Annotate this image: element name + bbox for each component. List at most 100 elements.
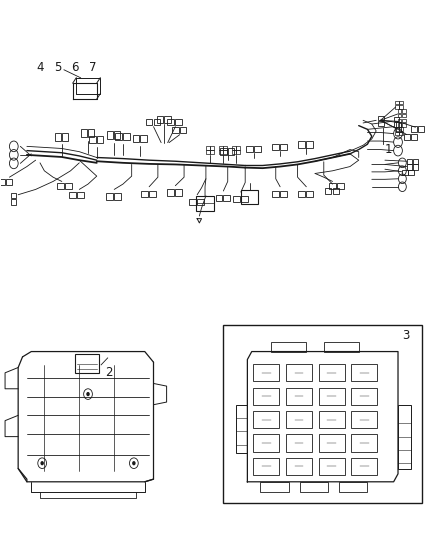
Bar <box>141 135 147 142</box>
Bar <box>153 118 160 125</box>
Bar <box>398 119 401 122</box>
Bar <box>394 117 399 122</box>
Bar <box>395 101 399 104</box>
Bar <box>395 132 399 135</box>
Bar <box>254 146 261 152</box>
Bar <box>81 129 87 138</box>
Bar <box>272 143 279 150</box>
Bar <box>339 482 367 492</box>
Bar <box>286 434 312 451</box>
Bar <box>219 146 223 150</box>
Bar <box>286 458 312 475</box>
Bar <box>123 133 130 140</box>
Bar <box>57 183 64 189</box>
Circle shape <box>86 392 90 396</box>
Bar <box>0 179 5 185</box>
Bar <box>407 159 412 165</box>
Bar <box>164 116 171 123</box>
Bar <box>329 183 336 189</box>
Text: 1: 1 <box>385 143 392 156</box>
Bar <box>378 116 384 120</box>
Text: 5: 5 <box>54 61 61 74</box>
Bar <box>175 189 182 196</box>
Bar <box>55 133 61 141</box>
Bar <box>107 131 113 140</box>
Bar <box>253 458 279 475</box>
Bar <box>402 114 406 117</box>
Bar <box>253 365 279 381</box>
Bar <box>106 193 113 199</box>
Bar <box>241 196 247 202</box>
Bar <box>413 159 418 165</box>
Bar <box>306 190 313 197</box>
Bar <box>210 150 214 154</box>
Bar <box>11 199 16 205</box>
Bar <box>398 405 411 469</box>
Bar <box>219 150 223 154</box>
Bar <box>237 146 240 150</box>
Bar <box>146 118 152 125</box>
Bar <box>398 114 401 117</box>
Bar <box>167 118 174 125</box>
Bar <box>167 189 174 196</box>
Bar <box>97 136 103 143</box>
Bar <box>306 141 313 148</box>
Bar <box>351 411 378 428</box>
Bar <box>280 143 287 150</box>
Bar <box>210 146 214 150</box>
Bar <box>318 411 345 428</box>
Bar <box>286 411 312 428</box>
Bar <box>175 118 182 125</box>
Bar <box>65 183 72 189</box>
Bar <box>114 131 120 140</box>
Bar <box>332 188 339 194</box>
Bar <box>233 196 240 202</box>
Bar <box>141 190 148 197</box>
Bar <box>398 109 401 113</box>
Bar <box>206 146 210 150</box>
Text: 6: 6 <box>71 61 79 74</box>
Circle shape <box>132 461 136 465</box>
Bar <box>228 148 234 155</box>
Bar <box>325 188 331 194</box>
Bar <box>378 121 384 126</box>
Bar <box>206 150 210 154</box>
Bar <box>298 141 305 148</box>
Bar <box>396 127 401 132</box>
Bar <box>246 146 253 152</box>
Bar <box>413 164 418 169</box>
Bar <box>156 116 163 123</box>
Bar <box>69 191 76 198</box>
Bar <box>324 342 359 352</box>
Bar <box>280 190 287 197</box>
Bar <box>399 105 403 109</box>
Bar <box>399 127 403 131</box>
Bar <box>180 126 187 133</box>
Bar <box>253 411 279 428</box>
Bar <box>223 146 227 150</box>
Bar <box>197 198 204 205</box>
Bar <box>253 434 279 451</box>
Bar <box>6 179 12 185</box>
Bar <box>253 387 279 405</box>
Bar <box>403 169 408 175</box>
Bar <box>62 133 68 141</box>
Bar <box>89 136 95 143</box>
Bar <box>115 133 122 140</box>
Bar <box>232 150 236 154</box>
Bar <box>395 127 399 131</box>
Bar <box>396 122 401 127</box>
Bar <box>237 405 247 453</box>
Bar <box>407 164 412 169</box>
Bar <box>133 135 139 142</box>
Text: 3: 3 <box>403 329 410 342</box>
Bar <box>88 129 94 138</box>
Bar <box>395 105 399 109</box>
Bar <box>223 195 230 201</box>
Bar <box>402 109 406 113</box>
Bar <box>215 195 222 201</box>
Bar <box>232 146 236 150</box>
Bar <box>75 354 99 373</box>
Bar <box>402 123 406 126</box>
Bar <box>399 132 403 135</box>
